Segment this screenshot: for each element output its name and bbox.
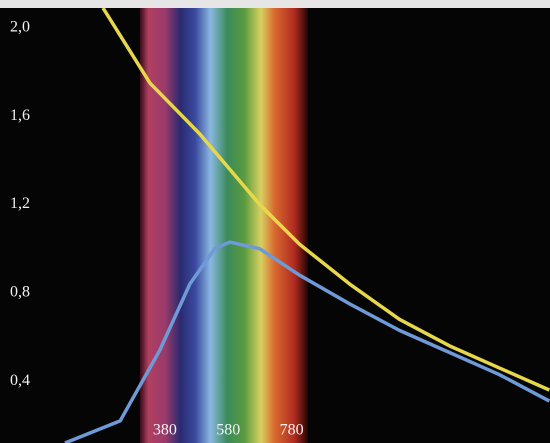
line [101, 8, 550, 392]
y-tick-label: 1,6 [10, 107, 30, 124]
x-tick-label: 580 [216, 422, 240, 439]
y-tick-label: 2,0 [10, 19, 30, 36]
x-tick-label: 780 [280, 422, 304, 439]
y-tick-label: 0,8 [10, 284, 30, 301]
y-tick-label: 0,4 [10, 372, 30, 389]
y-tick-label: 1,2 [10, 195, 30, 212]
line [64, 240, 550, 443]
x-tick-label: 380 [153, 422, 177, 439]
